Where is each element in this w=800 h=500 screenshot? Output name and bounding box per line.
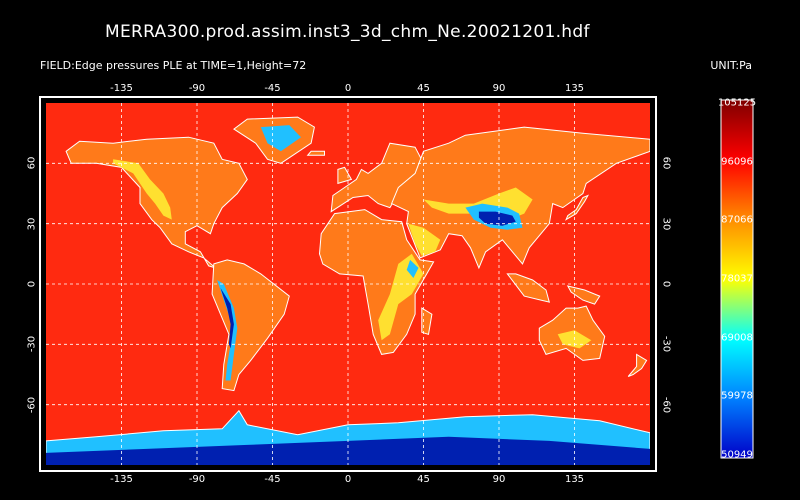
- africa-shape: [318, 209, 435, 355]
- map-frame: [39, 96, 657, 472]
- lat-tick-label-right: 30: [660, 217, 672, 231]
- lat-tick-label-right: 60: [660, 156, 672, 170]
- map-title: MERRA300.prod.assim.inst3_3d_chm_Ne.2002…: [105, 22, 590, 42]
- unit-label: UNIT:Pa: [710, 59, 752, 72]
- lon-tick-label-top: 90: [492, 83, 506, 94]
- arabia-shape: [408, 223, 441, 256]
- lon-tick-label-bottom: -135: [110, 474, 133, 485]
- lon-tick-label-top: -90: [188, 83, 206, 94]
- madagascar-shape: [421, 307, 433, 335]
- lat-tick-label-right: 0: [660, 280, 672, 288]
- lon-tick-label-bottom: -45: [264, 474, 281, 485]
- lon-tick-label-bottom: 0: [344, 474, 352, 485]
- iceland-shape: [306, 150, 325, 156]
- lat-tick-label-left: 0: [26, 280, 38, 288]
- colorbar-label: 50949: [721, 449, 753, 461]
- tibet-plateau-shape: [478, 211, 516, 226]
- indonesia-shape: [506, 273, 551, 303]
- lat-tick-label-left: 30: [26, 217, 38, 231]
- lon-tick-label-top: -135: [110, 83, 133, 94]
- graticule-grid: [46, 103, 650, 465]
- colorbar-label: 78037: [721, 273, 753, 285]
- field-label: FIELD:Edge pressures PLE at TIME=1,Heigh…: [40, 59, 307, 72]
- lon-tick-label-bottom: 135: [564, 474, 585, 485]
- lat-tick-label-left: 60: [26, 156, 38, 170]
- lon-tick-label-top: -45: [264, 83, 281, 94]
- greenland-ice-shape: [260, 125, 301, 152]
- lon-tick-label-top: 45: [417, 83, 430, 94]
- lon-tick-label-bottom: 90: [492, 474, 506, 485]
- colorbar-label: 59978: [721, 390, 753, 402]
- japan-shape: [565, 194, 590, 221]
- colorbar-label: 87066: [721, 214, 753, 226]
- lon-tick-label-top: 0: [344, 83, 352, 94]
- colorbar-label: 105125: [717, 97, 757, 109]
- andes-shape: [217, 280, 238, 381]
- ethiopian-highlands-shape: [406, 259, 419, 278]
- lon-tick-label-top: 135: [564, 83, 585, 94]
- lon-tick-label-bottom: -90: [188, 474, 206, 485]
- colorbar-label: 96096: [721, 156, 753, 168]
- lat-tick-label-right: -30: [660, 336, 672, 353]
- colorbar: [720, 99, 754, 459]
- europe-shape: [330, 142, 425, 213]
- rocky-mountains-shape: [113, 159, 172, 220]
- altiplano-shape: [220, 288, 234, 349]
- new-guinea-shape: [566, 285, 601, 305]
- lat-tick-label-left: -30: [26, 336, 38, 353]
- britain-shape: [337, 166, 353, 185]
- lat-tick-label-left: -60: [26, 396, 38, 413]
- colorbar-label: 69008: [721, 332, 753, 344]
- lon-tick-label-bottom: 45: [417, 474, 430, 485]
- lat-tick-label-right: -60: [660, 396, 672, 413]
- new-zealand-shape: [627, 353, 648, 377]
